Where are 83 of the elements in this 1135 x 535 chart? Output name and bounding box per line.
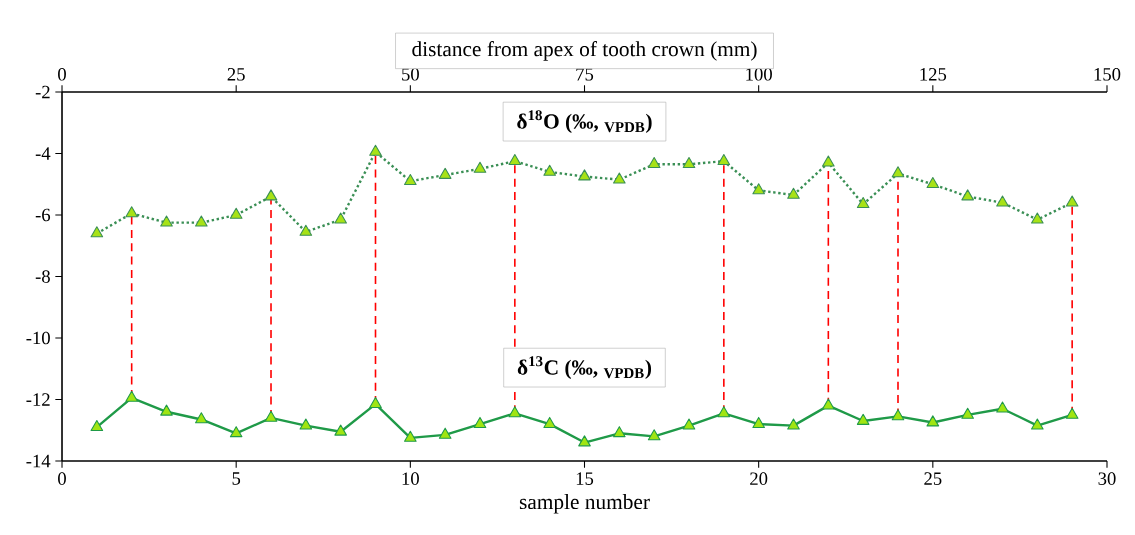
point xyxy=(891,166,905,178)
point xyxy=(125,206,138,218)
point xyxy=(682,418,696,430)
point xyxy=(195,215,208,227)
x-tick-label: 25 xyxy=(924,472,942,485)
point xyxy=(1031,418,1044,430)
point xyxy=(195,412,208,424)
x2-tick-label: 25 xyxy=(227,68,245,81)
point xyxy=(578,169,591,181)
point xyxy=(613,426,626,438)
point xyxy=(996,401,1009,413)
point xyxy=(334,212,347,224)
point xyxy=(229,426,243,438)
point xyxy=(787,418,800,430)
point xyxy=(1065,195,1079,207)
point xyxy=(717,153,731,166)
point xyxy=(438,427,452,439)
y-tick-label: -2 xyxy=(35,85,50,99)
point xyxy=(90,226,104,238)
point xyxy=(752,416,765,428)
x-tick-label: 20 xyxy=(750,472,768,485)
point xyxy=(647,157,661,169)
x-tick-label: 5 xyxy=(232,472,241,485)
point xyxy=(264,189,278,201)
point xyxy=(369,144,382,156)
y-tick-label: -8 xyxy=(35,270,50,283)
point xyxy=(125,390,138,402)
point xyxy=(682,157,696,169)
point xyxy=(822,155,835,167)
point xyxy=(926,415,940,427)
point xyxy=(717,406,731,418)
point xyxy=(508,153,522,166)
series-label: δ$^{13}$C (‰, $_{VPDB}$) xyxy=(517,356,652,380)
point xyxy=(787,187,800,199)
point xyxy=(543,164,556,176)
point xyxy=(961,407,974,419)
point xyxy=(647,429,661,441)
x-tick-label: 10 xyxy=(402,472,419,485)
x2-tick-label: 125 xyxy=(920,68,947,81)
point xyxy=(404,173,417,186)
y-tick-label: -6 xyxy=(35,208,51,222)
point xyxy=(160,404,173,416)
x2-tick-label: 75 xyxy=(576,68,594,81)
point xyxy=(752,183,765,195)
point xyxy=(334,424,347,436)
point xyxy=(369,396,382,408)
point xyxy=(822,398,835,410)
point xyxy=(90,419,104,432)
x2-axis-title: distance from apex of tooth crown (mm) xyxy=(412,41,757,61)
y-tick-label: -12 xyxy=(26,393,50,406)
x-tick-label: 0 xyxy=(58,472,66,485)
point xyxy=(473,161,487,173)
x2-tick-label: 150 xyxy=(1094,68,1121,81)
point xyxy=(578,435,591,447)
x2-tick-label: 50 xyxy=(402,68,419,81)
point xyxy=(299,224,313,236)
point xyxy=(1031,212,1044,224)
point xyxy=(613,172,626,184)
y-tick-label: -14 xyxy=(26,454,51,468)
point xyxy=(438,167,452,179)
point xyxy=(996,195,1009,207)
point xyxy=(508,406,522,418)
y-tick-label: -4 xyxy=(35,147,51,160)
point xyxy=(473,416,487,428)
point xyxy=(229,207,243,219)
point xyxy=(961,189,974,201)
point xyxy=(404,430,417,442)
point xyxy=(891,409,905,421)
point xyxy=(299,418,313,430)
point xyxy=(856,413,870,425)
point xyxy=(160,215,173,227)
x-tick-label: 15 xyxy=(576,472,594,485)
y-tick-label: -10 xyxy=(26,331,50,345)
point xyxy=(926,177,940,189)
x2-tick-label: 0 xyxy=(58,68,66,81)
point xyxy=(264,410,278,422)
point xyxy=(543,416,556,428)
x2-tick-label: 100 xyxy=(746,68,772,81)
point xyxy=(856,197,870,209)
x-tick-label: 30 xyxy=(1098,472,1116,485)
x-axis-title: sample number xyxy=(519,494,650,514)
point xyxy=(1065,407,1079,419)
series-label: δ$^{18}$O (‰, $_{VPDB}$) xyxy=(517,110,652,134)
